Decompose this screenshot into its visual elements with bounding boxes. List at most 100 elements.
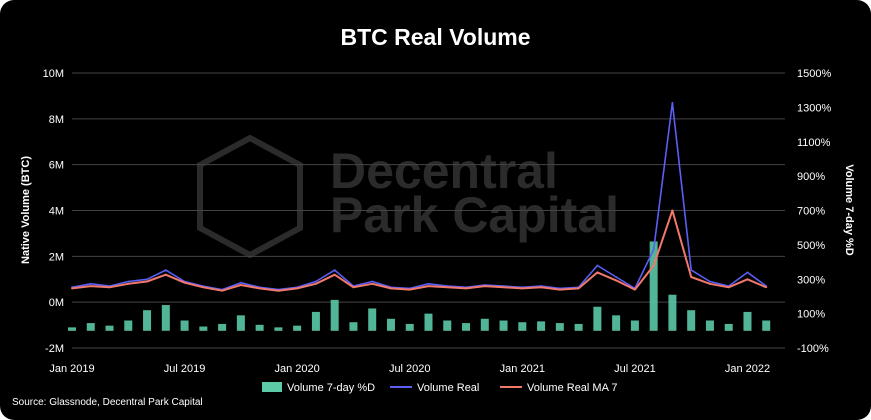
bar-volume-7day [293, 325, 302, 331]
point-volume-real [596, 264, 599, 267]
bar-volume-7day [199, 326, 208, 331]
point-volume-real-ma7 [333, 273, 336, 276]
point-volume-real-ma7 [71, 287, 73, 290]
point-volume-real-ma7 [315, 282, 317, 285]
point-volume-real-ma7 [408, 288, 411, 291]
watermark-logo-icon [197, 134, 303, 259]
bar-volume-7day [236, 315, 245, 331]
point-volume-real-ma7 [164, 273, 167, 276]
bar-volume-7day [68, 327, 76, 331]
bar-volume-7day [555, 323, 564, 331]
bar-volume-7day [705, 320, 714, 331]
bar-volume-7day [105, 325, 114, 331]
y2-axis-title: Volume 7-day %D [843, 164, 855, 256]
watermark-line-1: Decentral [330, 143, 558, 199]
point-volume-real [164, 269, 167, 271]
point-volume-real-ma7 [502, 286, 505, 289]
bar-volume-7day [762, 320, 771, 331]
point-volume-real-ma7 [446, 286, 449, 289]
point-volume-real-ma7 [183, 281, 186, 284]
point-volume-real-ma7 [727, 286, 730, 289]
legend-label-volume-real: Volume Real [417, 382, 479, 394]
bar-volume-7day [405, 323, 414, 331]
bar-volume-7day [274, 327, 283, 331]
bar-volume-7day [593, 306, 602, 331]
y2-tick-label: 1500% [797, 68, 831, 80]
point-volume-real-ma7 [465, 287, 467, 290]
point-volume-real-ma7 [540, 286, 542, 289]
point-volume-real [746, 271, 749, 274]
y2-tick-label: 1300% [797, 102, 831, 114]
y-axis-title: Native Volume (BTC) [20, 156, 32, 264]
y-tick-label: 0M [49, 297, 64, 309]
bar-volume-7day [443, 320, 452, 331]
point-volume-real-ma7 [239, 284, 242, 286]
bar-volume-7day [518, 322, 527, 331]
bar-volume-7day [255, 324, 264, 331]
point-volume-real [315, 280, 317, 283]
bar-volume-7day [612, 315, 621, 331]
point-volume-real [371, 280, 374, 283]
y2-tick-label: 100% [797, 309, 825, 321]
y2-tick-label: 900% [797, 171, 825, 183]
y2-tick-label: 1100% [797, 137, 831, 149]
y-tick-label: -2M [45, 343, 64, 355]
bar-volume-7day [743, 311, 752, 331]
point-volume-real [127, 280, 130, 283]
point-volume-real-ma7 [521, 287, 524, 290]
point-volume-real-ma7 [765, 286, 768, 289]
legend-swatch-volume-7day [262, 382, 282, 392]
bar-volume-7day [124, 320, 133, 331]
legend-label-volume-real-ma7: Volume Real MA 7 [527, 382, 618, 394]
x-tick-label: Jul 2020 [389, 363, 431, 375]
point-volume-real-ma7 [746, 278, 749, 281]
bar-volume-7day [574, 323, 583, 331]
bar-volume-7day [649, 241, 658, 331]
point-volume-real [427, 282, 430, 285]
source-note: Source: Glassnode, Decentral Park Capita… [12, 397, 203, 408]
point-volume-real-ma7 [277, 289, 280, 292]
bar-volume-7day [424, 313, 433, 331]
point-volume-real [146, 278, 148, 281]
line-volume-real-ma7 [71, 209, 767, 292]
x-tick-label: Jan 2019 [49, 363, 94, 375]
point-volume-real-ma7 [221, 289, 224, 292]
bar-volume-7day [687, 310, 696, 331]
bar-volume-7day [386, 318, 395, 331]
point-volume-real [709, 280, 711, 283]
bar-volume-7day [462, 323, 471, 331]
point-volume-real-ma7 [352, 286, 355, 289]
bar-volume-7day [368, 308, 377, 331]
point-volume-real-ma7 [558, 288, 561, 291]
point-volume-real [690, 269, 693, 271]
point-volume-real-ma7 [371, 282, 374, 285]
bar-volume-7day [499, 320, 508, 331]
watermark-line-2: Park Capital [330, 187, 619, 243]
point-volume-real-ma7 [483, 285, 486, 288]
point-volume-real-ma7 [296, 287, 299, 290]
x-tick-label: Jan 2021 [500, 363, 545, 375]
point-volume-real-ma7 [633, 288, 636, 291]
bar-volume-7day [311, 311, 320, 331]
point-volume-real-ma7 [690, 276, 693, 278]
point-volume-real [671, 101, 674, 104]
bar-volume-7day [218, 323, 227, 331]
bar-volume-7day [480, 318, 489, 331]
point-volume-real-ma7 [127, 282, 130, 285]
bar-volume-7day [668, 294, 677, 331]
bar-volume-7day [86, 323, 95, 331]
y-tick-label: 2M [49, 251, 64, 263]
y2-tick-label: -100% [797, 343, 829, 355]
bar-volume-7day [537, 321, 546, 331]
point-volume-real-ma7 [427, 285, 430, 288]
bar-volume-7day [349, 322, 358, 331]
point-volume-real [239, 281, 242, 284]
point-volume-real-ma7 [258, 287, 261, 290]
bar-volume-7day [143, 310, 152, 331]
y-tick-label: 4M [49, 206, 64, 218]
chart-title: BTC Real Volume [340, 24, 531, 50]
bar-volume-7day [630, 320, 639, 331]
y-tick-label: 6M [49, 160, 64, 172]
point-volume-real-ma7 [146, 280, 148, 283]
